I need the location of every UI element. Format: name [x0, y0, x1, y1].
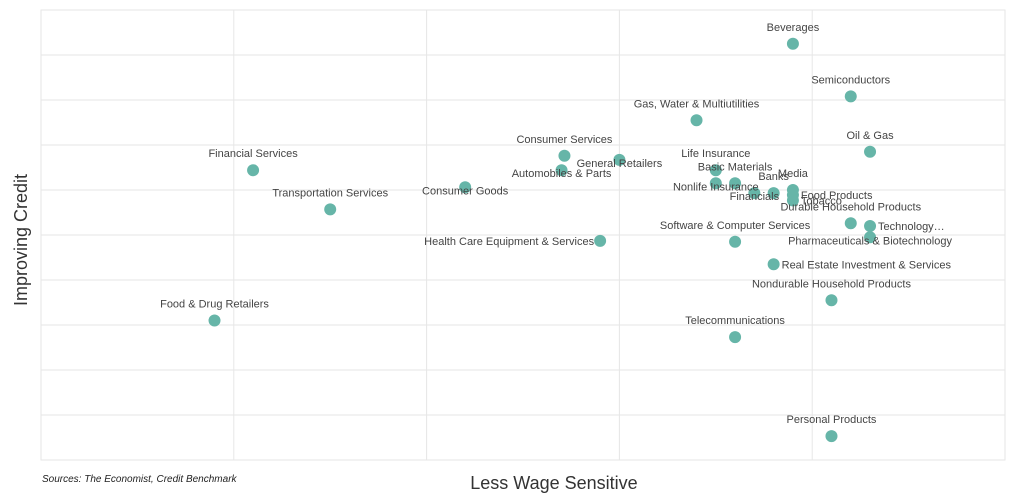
data-point [864, 231, 877, 244]
data-label: Nondurable Household Products [752, 278, 911, 290]
data-point [208, 314, 221, 327]
data-label: Durable Household Products [780, 201, 921, 213]
data-point [748, 187, 761, 200]
data-point [594, 234, 607, 247]
data-label: Telecommunications [685, 315, 785, 327]
data-label: Beverages [767, 22, 820, 34]
data-point [729, 235, 742, 248]
data-label: Consumer Goods [422, 185, 509, 197]
data-point [324, 203, 337, 216]
data-point [459, 181, 472, 194]
data-point [247, 164, 260, 177]
data-label: Tobacco [801, 195, 842, 207]
data-point [825, 294, 838, 307]
data-point [558, 149, 571, 162]
data-point [690, 114, 703, 127]
data-label: Banks [758, 171, 789, 183]
data-label: Personal Products [787, 414, 877, 426]
data-point [844, 217, 857, 230]
data-label: Technology… [878, 221, 945, 233]
data-point [767, 187, 780, 200]
data-label: Basic Materials [698, 161, 773, 173]
data-label: Software & Computer Services [660, 220, 811, 232]
data-label: Life Insurance [681, 148, 750, 160]
data-label: Nonlife Insurance [673, 181, 759, 193]
data-label: Real Estate Investment & Services [782, 259, 952, 271]
data-point [825, 430, 838, 443]
data-label: Food Products [801, 190, 873, 202]
data-point [786, 37, 799, 50]
data-label: Oil & Gas [847, 130, 895, 142]
data-label: Transportation Services [272, 187, 388, 199]
data-label: Consumer Services [516, 134, 612, 146]
data-label: Health Care Equipment & Services [424, 236, 594, 248]
data-point [786, 194, 799, 207]
data-point [555, 164, 568, 177]
y-axis-title: Improving Credit [11, 174, 31, 306]
data-point [844, 90, 857, 103]
grid [41, 10, 1005, 460]
data-point [709, 177, 722, 190]
data-point [613, 153, 626, 166]
plot-area [40, 9, 1006, 461]
data-points [208, 37, 877, 443]
data-point [709, 164, 722, 177]
data-label: General Retailers [577, 158, 663, 170]
data-point [729, 331, 742, 344]
data-label: Financial Services [208, 148, 298, 160]
x-axis-title: Less Wage Sensitive [470, 473, 637, 493]
source-note: Sources: The Economist, Credit Benchmark [42, 474, 238, 485]
data-label: Pharmaceuticals & Biotechnology [788, 235, 952, 247]
data-label: Media [778, 168, 809, 180]
data-label: Semiconductors [811, 74, 890, 86]
data-label: Food & Drug Retailers [160, 299, 269, 311]
data-labels: Beverages Semiconductors Gas, Water & Mult… [160, 22, 952, 426]
data-point [864, 220, 877, 232]
data-point [767, 258, 780, 271]
data-label: Financials [730, 191, 780, 203]
data-label: Gas, Water & Multiutilities [634, 98, 760, 110]
data-point [864, 145, 877, 158]
data-point [729, 177, 742, 190]
data-label: Automobiles & Parts [512, 168, 612, 180]
